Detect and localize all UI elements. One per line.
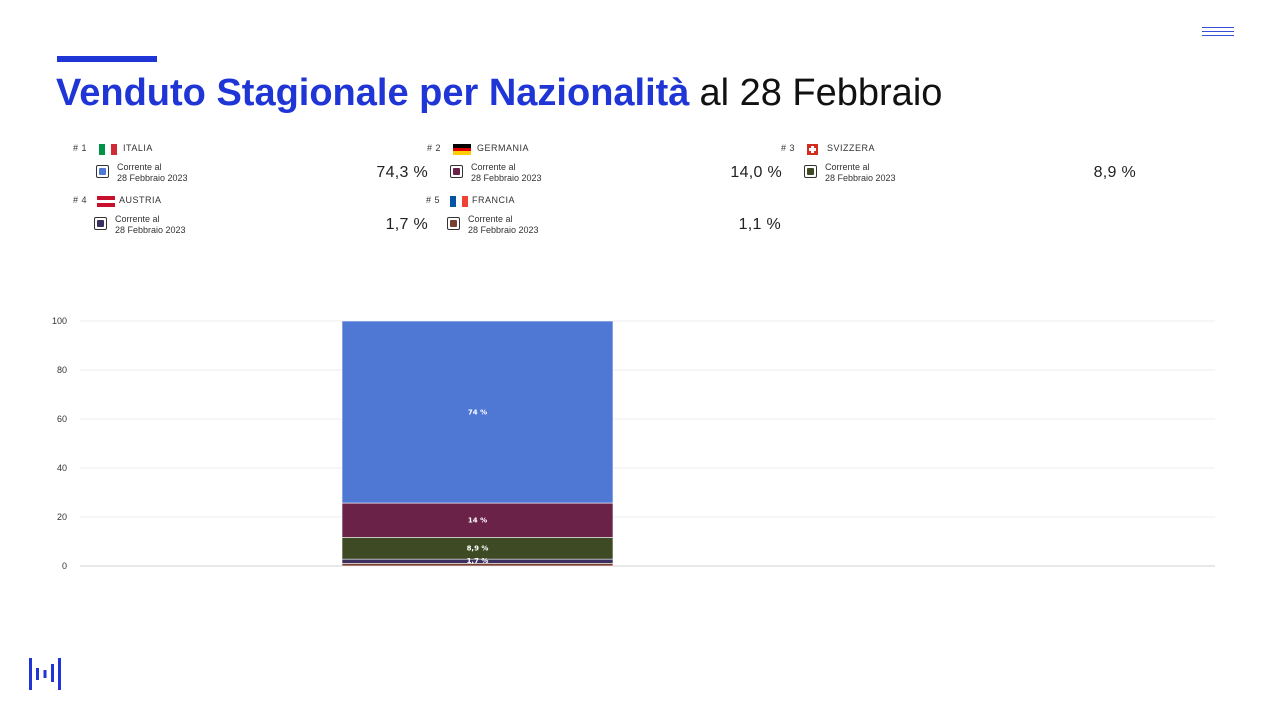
- legend-country: ITALIA: [123, 143, 153, 153]
- y-tick-label: 0: [62, 561, 67, 571]
- legend-rank: # 1: [73, 143, 88, 153]
- title-bold: Venduto Stagionale per Nazionalità: [56, 72, 690, 114]
- flag-italy-icon: [99, 144, 117, 155]
- data-label: 14 %: [468, 517, 487, 525]
- legend-swatch: [450, 165, 463, 178]
- y-tick-label: 100: [52, 316, 67, 326]
- legend-country: GERMANIA: [477, 143, 530, 153]
- data-label: 8,9 %: [467, 545, 489, 553]
- legend-country: FRANCIA: [472, 195, 516, 205]
- legend-rank: # 5: [426, 195, 441, 205]
- bar-segment: [341, 320, 614, 504]
- flag-switzerland-icon: [807, 144, 825, 155]
- legend-value: 74,3 %: [376, 164, 428, 181]
- legend-rank: # 3: [781, 143, 796, 153]
- legend-item-italia: # 1 ITALIA Corrente al 28 Febbraio 2023 7…: [73, 143, 428, 191]
- y-tick-label: 80: [57, 365, 67, 375]
- legend-item-germania: # 2 GERMANIA Corrente al 28 Febbraio 2023…: [427, 143, 782, 191]
- data-label: 74 %: [468, 409, 487, 417]
- page-title: Venduto Stagionale per Nazionalità al 28 …: [56, 66, 942, 120]
- flag-austria-icon: [97, 196, 115, 207]
- legend-value: 14,0 %: [730, 164, 782, 181]
- legend-swatch: [447, 217, 460, 230]
- menu-icon[interactable]: [1202, 27, 1234, 41]
- brand-logo-icon: [29, 658, 61, 690]
- legend-country: SVIZZERA: [827, 143, 876, 153]
- legend-item-austria: # 4 AUSTRIA Corrente al 28 Febbraio 2023 …: [73, 195, 428, 243]
- legend-value: 1,1 %: [738, 216, 781, 233]
- legend-label: Corrente al 28 Febbraio 2023: [468, 214, 539, 235]
- data-label: 1,7 %: [467, 557, 489, 565]
- legend-value: 1,7 %: [385, 216, 428, 233]
- title-rest: al 28 Febbraio: [699, 72, 943, 114]
- title-accent-bar: [57, 56, 157, 62]
- legend-item-francia: # 5 FRANCIA Corrente al 28 Febbraio 2023 …: [426, 195, 781, 243]
- legend-swatch: [96, 165, 109, 178]
- legend-item-svizzera: # 3 SVIZZERA Corrente al 28 Febbraio 2023…: [781, 143, 1136, 191]
- legend-swatch: [804, 165, 817, 178]
- y-tick-label: 40: [57, 463, 67, 473]
- legend-rank: # 4: [73, 195, 88, 205]
- bar-segment: [341, 502, 614, 538]
- y-tick-label: 20: [57, 512, 67, 522]
- legend-label: Corrente al 28 Febbraio 2023: [825, 162, 896, 183]
- flag-france-icon: [450, 196, 468, 207]
- y-tick-label: 60: [57, 414, 67, 424]
- flag-germany-icon: [453, 144, 471, 155]
- legend-swatch: [94, 217, 107, 230]
- legend-label: Corrente al 28 Febbraio 2023: [117, 162, 188, 183]
- legend-label: Corrente al 28 Febbraio 2023: [115, 214, 186, 235]
- legend-value: 8,9 %: [1093, 164, 1136, 181]
- legend-rank: # 2: [427, 143, 442, 153]
- legend-label: Corrente al 28 Febbraio 2023: [471, 162, 542, 183]
- legend-country: AUSTRIA: [119, 195, 162, 205]
